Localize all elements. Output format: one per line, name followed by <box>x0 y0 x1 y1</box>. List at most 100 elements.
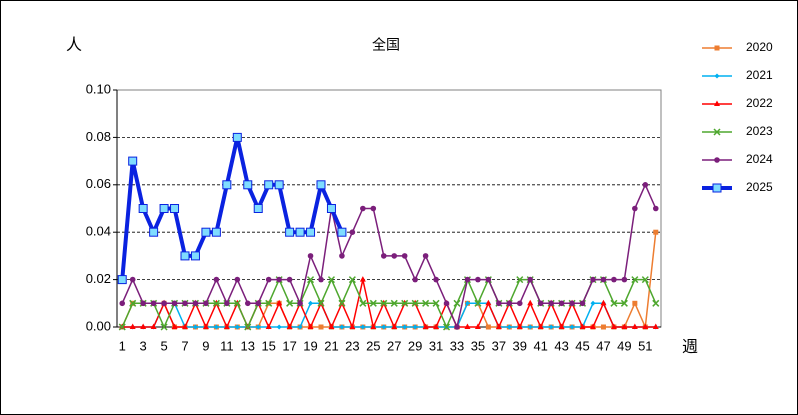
x-tick-label: 23 <box>345 338 359 353</box>
marker <box>308 300 314 306</box>
x-tick-label: 1 <box>119 338 126 353</box>
marker <box>232 132 242 142</box>
marker <box>579 300 586 307</box>
series-line <box>120 135 344 280</box>
marker <box>652 205 659 212</box>
legend-label: 2023 <box>746 124 773 138</box>
marker <box>202 323 209 329</box>
x-tick-label: 35 <box>471 338 485 353</box>
marker <box>443 323 451 331</box>
marker <box>129 323 136 329</box>
marker <box>548 300 554 307</box>
marker <box>590 323 596 329</box>
marker <box>422 253 429 259</box>
legend-marker <box>713 128 721 136</box>
y-tick-label: 0.04 <box>86 224 111 239</box>
marker <box>297 300 303 307</box>
marker <box>401 299 409 307</box>
marker <box>610 299 618 307</box>
marker <box>631 323 638 329</box>
marker <box>339 253 345 259</box>
marker <box>326 204 336 213</box>
marker <box>516 300 523 307</box>
series-line <box>122 302 656 328</box>
marker <box>464 276 471 283</box>
marker <box>621 276 628 283</box>
x-tick-label: 49 <box>617 338 631 353</box>
x-tick-label: 9 <box>202 338 209 353</box>
marker <box>600 276 607 283</box>
marker <box>443 300 450 307</box>
x-tick-label: 45 <box>575 338 589 353</box>
x-tick-label: 13 <box>241 338 255 353</box>
y-tick-label: 0.10 <box>86 81 111 96</box>
marker <box>590 300 596 306</box>
marker <box>359 276 366 282</box>
x-tick-label: 17 <box>282 338 296 353</box>
series-line <box>121 184 657 328</box>
marker <box>180 251 190 261</box>
marker <box>140 300 146 307</box>
marker <box>244 300 251 307</box>
marker <box>328 323 335 329</box>
marker <box>265 276 272 283</box>
marker <box>527 324 533 330</box>
marker <box>516 323 523 329</box>
x-tick-label: 51 <box>638 338 652 353</box>
marker <box>537 300 544 307</box>
marker <box>318 324 324 330</box>
legend-marker <box>714 157 720 163</box>
marker <box>307 323 314 329</box>
marker <box>190 251 200 261</box>
marker <box>349 229 356 235</box>
x-tick-label: 7 <box>181 338 188 353</box>
marker <box>474 299 482 307</box>
marker <box>255 300 262 307</box>
marker <box>537 323 544 329</box>
x-tick-label: 11 <box>220 338 234 353</box>
marker <box>391 253 398 259</box>
marker <box>339 324 345 330</box>
marker <box>140 323 147 329</box>
marker <box>433 276 439 283</box>
marker <box>327 276 335 284</box>
marker <box>192 300 199 307</box>
marker <box>642 182 649 188</box>
marker <box>295 227 305 237</box>
marker <box>600 299 607 306</box>
marker <box>432 299 440 307</box>
marker <box>641 276 649 284</box>
marker <box>223 323 230 329</box>
x-tick-label: 33 <box>450 338 464 353</box>
marker <box>192 324 198 330</box>
marker <box>182 323 188 329</box>
marker <box>485 276 492 283</box>
x-tick-label: 25 <box>366 338 380 353</box>
marker <box>611 276 617 283</box>
marker <box>390 299 398 307</box>
marker <box>558 300 565 307</box>
marker <box>516 276 524 284</box>
marker <box>590 276 596 283</box>
marker <box>569 324 575 330</box>
marker <box>182 300 188 307</box>
marker <box>274 180 284 190</box>
marker <box>338 299 346 307</box>
marker <box>286 276 293 283</box>
marker <box>506 324 512 330</box>
legend-label: 2024 <box>746 152 773 166</box>
marker <box>506 300 513 307</box>
marker <box>212 299 220 307</box>
marker <box>360 205 366 212</box>
marker <box>203 300 209 307</box>
marker <box>653 229 659 235</box>
marker <box>348 276 356 284</box>
chart-title: 全国 <box>372 37 400 53</box>
x-tick-label: 43 <box>554 338 568 353</box>
x-tick-label: 27 <box>387 338 401 353</box>
marker <box>422 323 429 329</box>
x-tick-label: 3 <box>140 338 147 353</box>
marker <box>243 180 253 190</box>
